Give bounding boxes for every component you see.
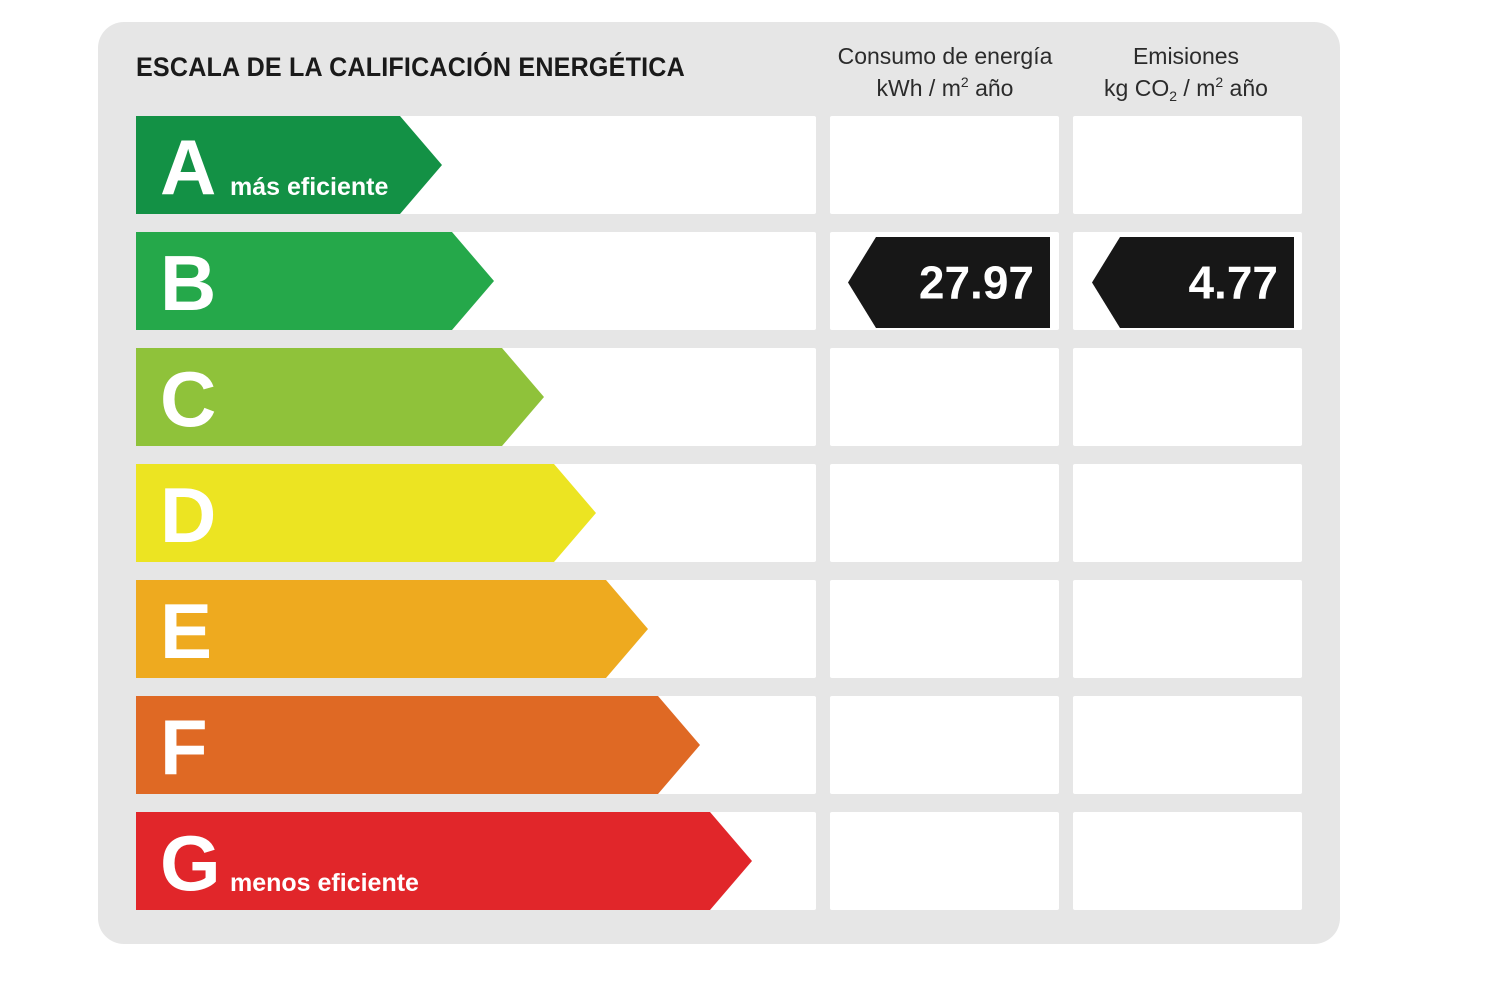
rating-bar-f [136, 696, 700, 794]
energy-cell-g [830, 812, 1059, 910]
page-title: ESCALA DE LA CALIFICACIÓN ENERGÉTICA [136, 52, 685, 82]
energy-cell-d [830, 464, 1059, 562]
emissions-cell-g [1073, 812, 1302, 910]
energy-cell-f [830, 696, 1059, 794]
energy-cell-a [830, 116, 1059, 214]
rating-annotation-g: menos eficiente [230, 869, 419, 897]
rating-letter-a: A [160, 123, 216, 211]
rating-bar-e [136, 580, 648, 678]
rating-bar-d [136, 464, 596, 562]
rating-bar-c [136, 348, 544, 446]
emissions-header-unit: kg CO2 / m2 año [1104, 74, 1268, 104]
emissions-cell-e [1073, 580, 1302, 678]
emissions-value: 4.77 [1188, 257, 1278, 309]
emissions-cell-f [1073, 696, 1302, 794]
energy-value: 27.97 [919, 257, 1034, 309]
energy-cell-c [830, 348, 1059, 446]
rating-bar-b [136, 232, 494, 330]
rating-letter-e: E [160, 587, 212, 675]
emissions-cell-c [1073, 348, 1302, 446]
emissions-cell-d [1073, 464, 1302, 562]
energy-column-header: Consumo de energía kWh / m2 año [825, 40, 1065, 104]
rating-annotation-a: más eficiente [230, 173, 389, 201]
rating-letter-g: G [160, 819, 221, 907]
energy-header-line1: Consumo de energía [837, 43, 1053, 69]
rating-letter-b: B [160, 239, 216, 327]
emissions-column-header: Emisiones kg CO2 / m2 año [1066, 40, 1306, 104]
rating-bar-a [136, 116, 442, 214]
energy-cell-e [830, 580, 1059, 678]
rating-letter-f: F [160, 703, 208, 791]
energy-header-unit: kWh / m2 año [876, 74, 1014, 101]
rating-letter-c: C [160, 355, 216, 443]
emissions-cell-a [1073, 116, 1302, 214]
rating-letter-d: D [160, 471, 216, 559]
rating-bar-g [136, 812, 752, 910]
emissions-header-line1: Emisiones [1132, 43, 1240, 69]
energy-marker [848, 237, 1050, 328]
emissions-marker [1092, 237, 1294, 328]
